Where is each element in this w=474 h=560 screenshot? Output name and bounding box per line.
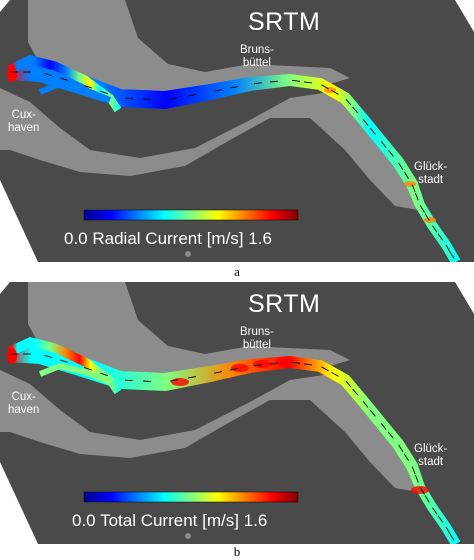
colorbar-label: 0.0 Radial Current [m/s] 1.6 (64, 229, 272, 249)
panel-caption-a: a (234, 264, 240, 279)
colorbar-title: Radial Current [m/s] (92, 229, 244, 248)
radial-current-map (0, 0, 474, 262)
current-field-north-channel (11, 55, 122, 113)
colorbar (83, 491, 299, 503)
colorbar-min: 0.0 (72, 511, 96, 530)
place-label-cuxhaven: Cux- haven (8, 391, 40, 416)
map-title: SRTM (248, 290, 321, 318)
colorbar-max: 1.6 (243, 511, 268, 530)
land-south (0, 370, 418, 492)
place-label-brunsbuettel: Bruns- büttel (240, 326, 274, 351)
place-label-cuxhaven: Cux- haven (8, 109, 40, 134)
current-field-main-channel (8, 62, 461, 262)
colorbar-label: 0.0 Total Current [m/s] 1.6 (72, 511, 267, 531)
colorbar-min: 0.0 (64, 229, 88, 248)
panel-caption-b: b (233, 544, 241, 559)
total-current-map-panel: SRTM Bruns- büttel Cux- haven Glück- sta… (0, 282, 474, 544)
current-field-side-channel (38, 81, 112, 103)
colorbar-title: Total Current [m/s] (100, 511, 239, 530)
colorbar (83, 209, 299, 221)
total-current-map (0, 282, 474, 544)
place-label-glueckstadt: Glück- stadt (414, 443, 448, 468)
current-field-side-channel (38, 363, 112, 385)
current-field-main-channel (8, 344, 461, 544)
land-south (0, 88, 418, 210)
radial-current-map-panel: SRTM Bruns- büttel Cux- haven Glück- sta… (0, 0, 474, 262)
map-title: SRTM (248, 8, 321, 36)
place-label-glueckstadt: Glück- stadt (414, 161, 448, 186)
colorbar-max: 1.6 (248, 229, 272, 248)
current-field-north-channel (11, 337, 122, 395)
place-label-brunsbuettel: Bruns- büttel (240, 44, 274, 69)
